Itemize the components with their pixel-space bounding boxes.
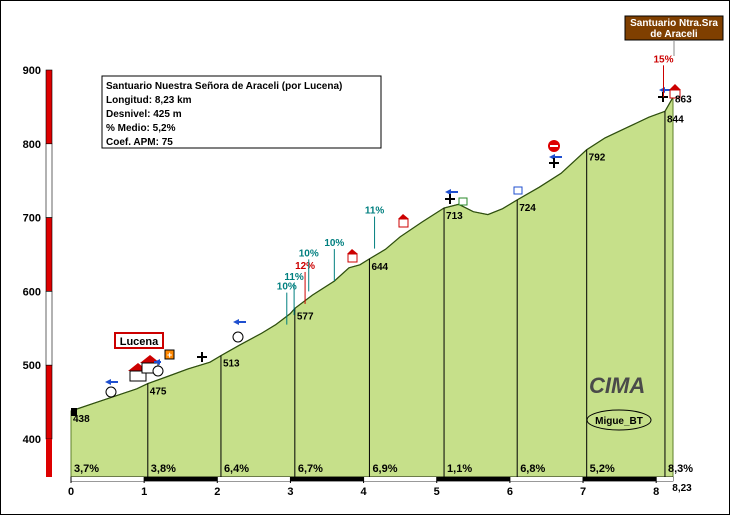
- author-badge: Migue_BT: [586, 409, 652, 431]
- svg-text:+: +: [167, 350, 172, 360]
- profile-line: [70, 97, 674, 412]
- elevation-bar-segment: [46, 439, 52, 477]
- first-aid-icon: +: [164, 349, 175, 360]
- stats-box: Santuario Nuestra Señora de Araceli (por…: [101, 75, 382, 149]
- stat-elevation-gain: Desnivel: 425 m: [106, 109, 182, 120]
- elevation-label: 644: [371, 262, 388, 273]
- elevation-label: 713: [446, 211, 463, 222]
- elevation-bar-segment: [45, 291, 53, 366]
- building-icon: [347, 186, 523, 263]
- x-tick-label: 8: [653, 486, 659, 498]
- town-label-box: Lucena: [114, 332, 164, 349]
- ramp-grade-label: 11%: [365, 206, 385, 217]
- elevation-label: 577: [297, 311, 314, 322]
- start-icon: [71, 408, 77, 416]
- profile-area: [70, 95, 674, 478]
- x-axis-segment: [656, 477, 673, 481]
- x-axis-segment: [144, 477, 218, 481]
- elevation-bar-segment: [45, 217, 53, 292]
- elevation-label: 438: [73, 414, 90, 425]
- summit-label-line1: Santuario Ntra.Sra: [630, 18, 718, 29]
- elevation-label: 863: [675, 94, 692, 105]
- stat-average-grade: % Medio: 5,2%: [106, 123, 176, 134]
- ramp-grade-label: 11%: [284, 272, 304, 283]
- x-tick-label: 1: [141, 486, 147, 498]
- ramp-grade-label: 10%: [277, 282, 297, 293]
- y-tick-label: 900: [23, 65, 41, 77]
- ramp-grade-label: 10%: [299, 248, 319, 259]
- elevation-label: 475: [150, 387, 167, 398]
- x-tick-label: 5: [434, 486, 440, 498]
- segment-grade-label: 6,8%: [520, 463, 545, 475]
- no-entry-icon: [548, 140, 560, 152]
- elevation-label: 724: [519, 203, 536, 214]
- elevation-color-bar: [45, 69, 53, 477]
- x-tick-label: 7: [580, 486, 586, 498]
- y-tick-label: 600: [23, 286, 41, 298]
- segment-grade-label: 6,7%: [298, 463, 323, 475]
- stat-apm-coefficient: Coef. APM: 75: [106, 137, 173, 148]
- segment-grade-label: 6,4%: [224, 463, 249, 475]
- segment-grade-label: 8,3%: [668, 463, 693, 475]
- segment-grade-label: 1,1%: [447, 463, 472, 475]
- segment-grade-label: 3,8%: [151, 463, 176, 475]
- author-label: Migue_BT: [595, 416, 643, 427]
- roundabout-icon: [105, 331, 244, 398]
- x-tick-label: 4: [361, 486, 368, 498]
- chart-title: Santuario Nuestra Señora de Araceli (por…: [106, 81, 342, 92]
- elevation-label: 792: [589, 153, 606, 164]
- x-axis-segment: [509, 477, 584, 481]
- y-tick-label: 400: [23, 434, 41, 446]
- x-axis-segment: [290, 477, 364, 481]
- ramp-grade-label: 10%: [324, 238, 344, 249]
- x-end-label: 8,23: [672, 483, 692, 494]
- summit-label-line2: de Araceli: [650, 29, 698, 40]
- y-tick-label: 700: [23, 213, 41, 225]
- x-axis-segment: [363, 477, 437, 481]
- segment-grade-label: 5,2%: [590, 463, 615, 475]
- elevation-label: 513: [223, 359, 240, 370]
- x-tick-label: 6: [507, 486, 513, 498]
- x-axis-segment: [436, 477, 510, 481]
- elevation-bar-segment: [45, 364, 53, 440]
- x-axis-segment: [217, 477, 291, 481]
- stat-length: Longitud: 8,23 km: [106, 95, 192, 106]
- x-tick-label: 2: [214, 486, 220, 498]
- y-tick-label: 800: [23, 139, 41, 151]
- segment-grade-label: 6,9%: [372, 463, 397, 475]
- town-label: Lucena: [120, 336, 159, 348]
- elevation-label: 844: [667, 114, 684, 125]
- x-axis-segment: [583, 477, 657, 481]
- brand-logo: CIMA: [589, 373, 645, 398]
- elevation-bar-segment: [45, 143, 53, 218]
- x-tick-label: 3: [287, 486, 293, 498]
- summit-label-box: Santuario Ntra.Sra de Araceli: [624, 15, 724, 41]
- ramp-grade-label: 12%: [295, 261, 315, 272]
- y-tick-label: 500: [23, 360, 41, 372]
- x-tick-label: 0: [68, 486, 74, 498]
- segment-grade-label: 3,7%: [74, 463, 99, 475]
- ramp-grade-label: 15%: [653, 54, 673, 65]
- sanctuary-icon: [669, 84, 681, 99]
- elevation-bar-segment: [45, 69, 53, 145]
- x-axis-segment: [71, 477, 145, 481]
